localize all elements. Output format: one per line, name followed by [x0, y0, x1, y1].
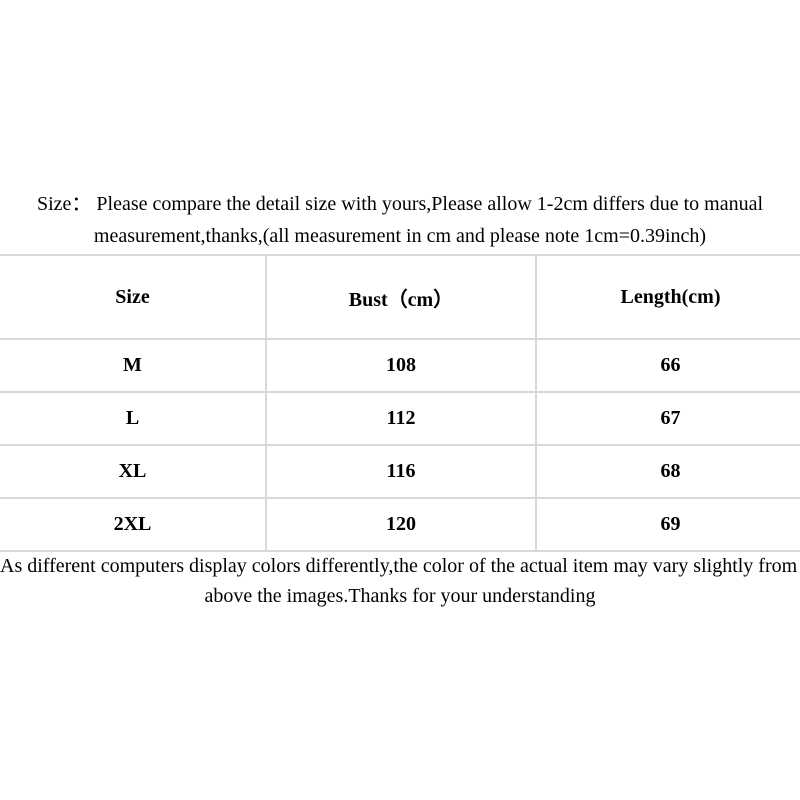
cell-bust-xl: 116 [265, 445, 536, 498]
table-row: L 112 67 [0, 392, 800, 445]
header-bust: Bust（cm） [265, 255, 536, 339]
size-note: Size： Please compare the detail size wit… [0, 188, 800, 252]
cell-size-2xl: 2XL [113, 513, 152, 535]
cell-bust-2xl: 120 [265, 498, 536, 551]
size-table: Size Bust（cm） Length(cm) M 108 66 L 112 … [0, 254, 800, 552]
cell-size-m: M [123, 354, 142, 376]
color-disclaimer-note: As different computers display colors di… [0, 551, 800, 611]
cell-bust-l: 112 [265, 392, 536, 445]
table-row: M 108 66 [0, 339, 800, 392]
cell-length-l: 67 [535, 392, 800, 445]
table-row: 2XL 120 69 [0, 498, 800, 551]
cell-size-xl: XL [118, 460, 147, 482]
cell-size-l: L [125, 407, 140, 429]
table-row: XL 116 68 [0, 445, 800, 498]
size-note-line2: measurement,thanks,(all measurement in c… [93, 225, 707, 247]
size-table-header-row: Size Bust（cm） Length(cm) [0, 255, 800, 339]
color-note-line2: above the images.Thanks for your underst… [204, 585, 596, 607]
color-note-line1: As different computers display colors di… [0, 555, 800, 577]
size-note-line1: Size： Please compare the detail size wit… [36, 193, 764, 215]
header-length: Length(cm) [535, 255, 800, 339]
cell-length-m: 66 [535, 339, 800, 392]
cell-length-2xl: 69 [535, 498, 800, 551]
cell-bust-m: 108 [265, 339, 536, 392]
cell-length-xl: 68 [535, 445, 800, 498]
header-size: Size [115, 285, 150, 308]
